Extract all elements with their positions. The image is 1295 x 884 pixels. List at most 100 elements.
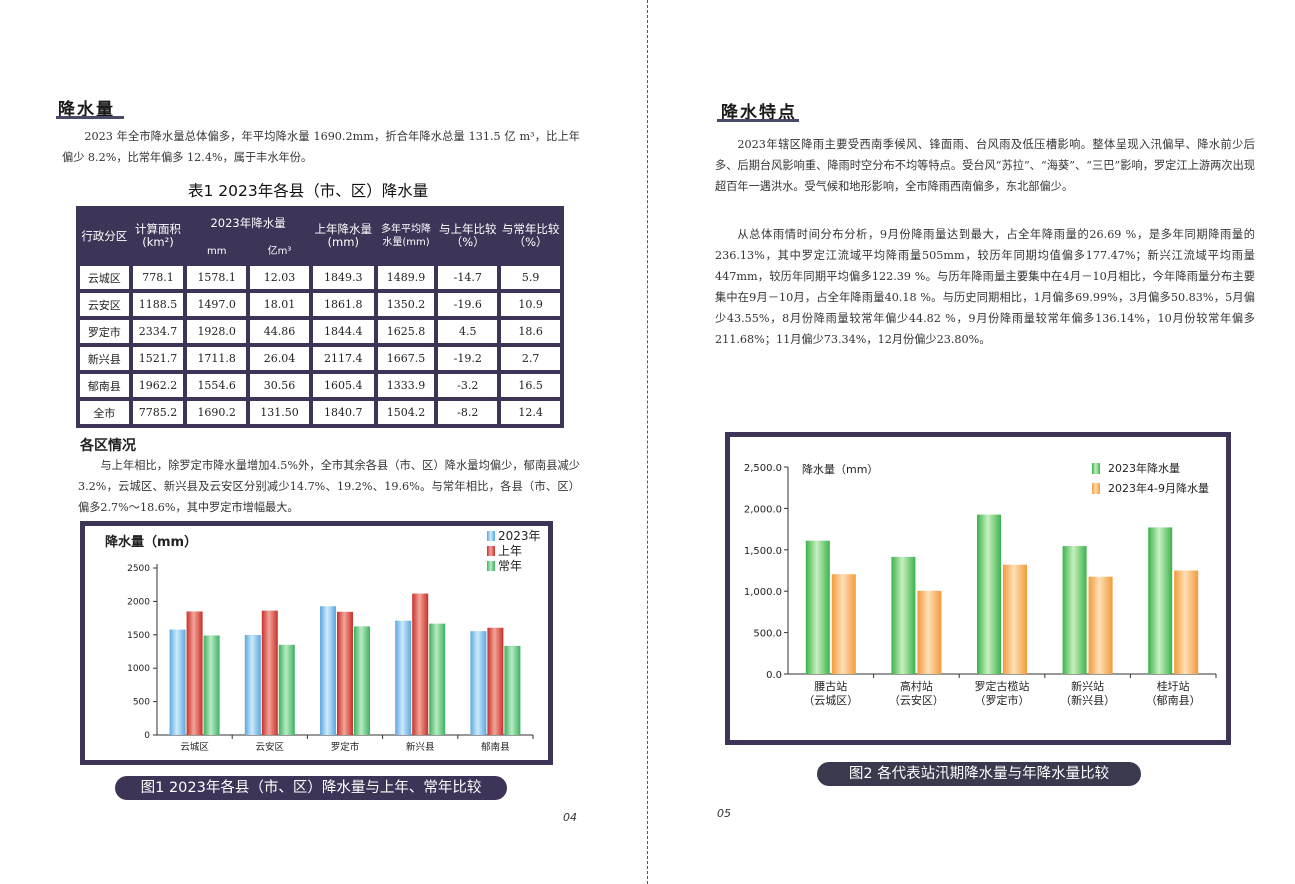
chart2-bar: [917, 590, 942, 674]
page-number-left: 04: [563, 811, 577, 824]
th-mm: mm: [206, 245, 227, 257]
page-number-right: 05: [717, 807, 731, 820]
chart1-ytick-label: 1000: [127, 664, 150, 674]
chart2-ytick-label: 0.0: [766, 670, 782, 681]
th-rain2023: 2023年降水量: [210, 215, 286, 230]
cell-last: 2117.4: [312, 347, 374, 370]
cell-area: 1962.2: [132, 374, 184, 397]
right-paragraph-1: 2023年辖区降雨主要受西南季候风、锋面雨、台风雨及低压槽影响。整体呈现入汛偏早…: [715, 138, 1255, 193]
cell-vs-avg: 5.9: [501, 266, 560, 289]
th-district: 行政分区: [81, 228, 128, 243]
chart1-bar: [337, 611, 353, 735]
chart1-category-label: 新兴县: [406, 741, 435, 753]
chart1-bar: [412, 593, 429, 735]
cell-last: 1605.4: [312, 374, 374, 397]
cell-vol: 18.01: [250, 293, 309, 316]
cell-vol: 12.03: [250, 266, 309, 289]
table-title: 表1 2023年各县（市、区）降水量: [188, 182, 429, 200]
chart1-legend-swatch: [487, 531, 495, 541]
chart2-bar: [831, 574, 856, 674]
cell-vs-last: -8.2: [438, 401, 498, 424]
chart2-ytick-label: 2,500.0: [744, 463, 782, 474]
chart2-ylabel: 降水量（mm）: [802, 462, 878, 476]
cell-area: 1521.7: [132, 347, 184, 370]
cell-mm: 1690.2: [187, 401, 247, 424]
chart2-bar: [1088, 576, 1113, 674]
chart2-category-label: （云城区）: [803, 694, 858, 707]
chart1-bar: [470, 631, 487, 735]
chart1-bar: [261, 610, 278, 735]
cell-area: 2334.7: [132, 320, 184, 343]
cell-mm: 1711.8: [187, 347, 247, 370]
chart2-category-label: 腰古站: [814, 679, 847, 693]
chart1-legend-swatch: [487, 546, 495, 556]
cell-name: 新兴县: [80, 347, 129, 370]
chart2-bar: [891, 556, 916, 674]
chart1: 降水量（mm） 0 500 1000 1500 2000 2500 云城区 云安区 罗定市 新兴县 郁…: [105, 529, 541, 753]
chart1-frame: 降水量（mm） 0 500 1000 1500 2000 2500 云城区 云安区 罗定市 新兴县 郁…: [80, 521, 553, 765]
chart1-bar: [244, 635, 261, 735]
cell-last: 1844.4: [312, 320, 374, 343]
chart1-bar: [429, 623, 446, 735]
chart2-bar: [977, 514, 1001, 674]
chart2-category-label: 高村站: [900, 679, 933, 693]
chart2-category-label: 新兴站: [1071, 679, 1104, 693]
cell-last: 1840.7: [312, 401, 374, 424]
cell-avg: 1504.2: [377, 401, 435, 424]
table-row: 云城区 778.1 1578.1 12.03 1849.3 1489.9 -14.7 5.9: [80, 266, 560, 289]
cell-vol: 26.04: [250, 347, 309, 370]
cell-vs-last: -3.2: [438, 374, 498, 397]
cell-mm: 1497.0: [187, 293, 247, 316]
cell-name: 云安区: [80, 293, 129, 316]
table-row: 全市 7785.2 1690.2 131.50 1840.7 1504.2 -8.2 12.4: [80, 401, 560, 424]
left-heading: 降水量: [58, 100, 115, 120]
chart1-legend-label: 常年: [498, 559, 522, 573]
chart2-category-label: 罗定古榄站: [975, 679, 1030, 693]
cell-vs-last: -14.7: [438, 266, 498, 289]
chart2-bar: [1003, 564, 1027, 674]
cell-vs-avg: 12.4: [501, 401, 560, 424]
cell-area: 1188.5: [132, 293, 184, 316]
chart2-category-label: 桂圩站: [1157, 679, 1190, 693]
th-avg: 多年平均降水量(mm): [381, 224, 432, 248]
right-paragraph-2: 从总体雨情时间分布分析，9月份降雨量达到最大，占全年降雨量的26.69 %，是多…: [715, 228, 1255, 346]
chart1-category-label: 郁南县: [481, 741, 510, 753]
cell-avg: 1333.9: [377, 374, 435, 397]
chart1-legend-label: 2023年: [498, 529, 541, 543]
chart2-ytick-label: 500.0: [753, 629, 782, 640]
chart1-category-label: 云城区: [180, 742, 209, 753]
chart1-bar: [354, 626, 370, 735]
chart1-ytick-label: 500: [133, 698, 150, 708]
cell-vol: 131.50: [250, 401, 309, 424]
cell-area: 7785.2: [132, 401, 184, 424]
chart1-bar: [320, 606, 336, 735]
chart2: 降水量（mm） 0.0 500.0 1,000.0 1,500.0 2,000.0 2,50…: [744, 461, 1217, 707]
cell-last: 1861.8: [312, 293, 374, 316]
chart2-legend-label: 2023年4-9月降水量: [1108, 481, 1209, 495]
cell-mm: 1554.6: [187, 374, 247, 397]
chart1-category-label: 云安区: [256, 741, 285, 753]
right-heading: 降水特点: [721, 103, 797, 123]
chart1-ytick-label: 0: [144, 731, 150, 741]
chart2-bar: [1062, 546, 1087, 674]
chart2-category-label: （云安区）: [889, 693, 944, 707]
cell-name: 全市: [80, 401, 129, 424]
cell-last: 1849.3: [312, 266, 374, 289]
chart1-legend-label: 上年: [498, 544, 522, 558]
th-last-year: 上年降水量(mm): [314, 222, 372, 249]
chart1-ytick-label: 1500: [127, 631, 150, 641]
table-row: 云安区 1188.5 1497.0 18.01 1861.8 1350.2 -19.6 10.…: [80, 293, 560, 316]
right-page: 降水特点 2023年辖区降雨主要受西南季候风、锋面雨、台风雨及低压槽影响。整体呈…: [649, 0, 1295, 884]
cell-vs-last: -19.6: [438, 293, 498, 316]
cell-area: 778.1: [132, 266, 184, 289]
th-volume: 亿m³: [267, 245, 292, 257]
cell-mm: 1928.0: [187, 320, 247, 343]
chart1-ylabel: 降水量（mm）: [105, 534, 197, 550]
figure2-caption: 图2 各代表站汛期降水量与年降水量比较: [817, 762, 1141, 786]
cell-avg: 1489.9: [377, 266, 435, 289]
chart1-ytick-label: 2500: [127, 564, 150, 574]
cell-vs-last: 4.5: [438, 320, 498, 343]
table-row: 罗定市 2334.7 1928.0 44.86 1844.4 1625.8 4.5 18.6: [80, 320, 560, 343]
chart1-category-label: 罗定市: [331, 741, 360, 753]
chart1-ytick-label: 2000: [127, 597, 150, 607]
